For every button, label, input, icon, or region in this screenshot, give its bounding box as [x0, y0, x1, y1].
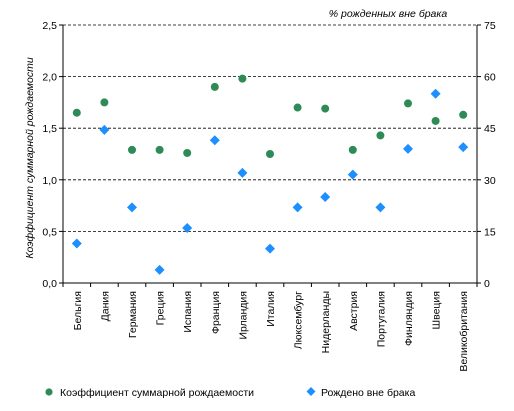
right-tick-label: 30 — [484, 175, 496, 187]
fertility-point — [100, 98, 109, 107]
category-label: Дания — [99, 291, 111, 321]
category-label: Австрия — [348, 291, 360, 331]
fertility-point — [293, 103, 302, 112]
out-of-wedlock-point — [182, 222, 193, 233]
legend-marker-fertility — [45, 388, 53, 396]
fertility-point — [210, 82, 219, 91]
legend-label-fertility: Коэффициент суммарной рождаемости — [60, 387, 254, 399]
category-labels: Бельгия Дания Германия Греция Испания Франция… — [62, 283, 478, 372]
out-of-wedlock-point — [292, 202, 303, 213]
left-axis-ticks: 0,0 0,5 1,0 1,5 2,0 2,5 — [42, 20, 63, 290]
right-tick-label: 75 — [484, 20, 496, 32]
category-label: Люксембург — [293, 291, 305, 349]
out-of-wedlock-point — [320, 192, 331, 202]
right-tick-label: 15 — [484, 226, 496, 238]
grid-lines — [63, 24, 477, 232]
fertility-point — [376, 131, 385, 140]
axes — [62, 25, 478, 284]
category-label: Швеция — [431, 291, 443, 330]
out-of-wedlock-point — [209, 135, 220, 146]
left-tick-label: 2,5 — [42, 20, 57, 32]
category-label: Финляндия — [403, 291, 415, 346]
right-tick-label: 0 — [484, 278, 490, 290]
out-of-wedlock-point — [403, 143, 413, 154]
right-tick-label: 45 — [484, 123, 496, 135]
fertility-point — [266, 150, 274, 158]
fertility-point — [348, 145, 357, 154]
out-of-wedlock-point — [375, 202, 386, 213]
left-tick-label: 2,0 — [42, 72, 57, 84]
fertility-point — [155, 145, 164, 154]
category-label: Германия — [127, 291, 139, 338]
out-of-wedlock-point — [265, 243, 275, 254]
category-label: Франция — [210, 291, 222, 334]
category-label: Бельгия — [72, 291, 84, 330]
legend: Коэффициент суммарной рождаемости Рожден… — [45, 387, 415, 399]
out-of-wedlock-point — [430, 88, 441, 99]
legend-marker-out-of-wedlock — [306, 387, 316, 396]
category-label: Испания — [182, 291, 194, 333]
y2-axis-title: % рожденных вне брака — [329, 8, 448, 20]
category-label: Нидерланды — [320, 291, 332, 353]
category-label: Португалия — [375, 291, 387, 347]
fertility-point — [404, 99, 412, 108]
out-of-wedlock-point — [458, 142, 469, 153]
legend-label-out-of-wedlock: Рождено вне брака — [321, 387, 415, 399]
legend-item-fertility: Коэффициент суммарной рождаемости — [45, 387, 254, 399]
fertility-point — [459, 110, 468, 119]
out-of-wedlock-point — [237, 167, 248, 178]
fertility-point — [321, 104, 330, 113]
category-label: Ирландия — [237, 291, 249, 339]
fertility-point — [431, 116, 440, 125]
category-label: Греция — [155, 291, 167, 325]
fertility-point — [72, 108, 81, 117]
y-axis-title: Коэффициент суммарной рождаемости — [24, 57, 36, 258]
left-tick-label: 0,5 — [42, 226, 57, 238]
right-axis-ticks: 0 15 30 45 60 75 — [477, 20, 496, 290]
out-of-wedlock-point — [71, 238, 82, 249]
category-label: Великобритания — [458, 291, 470, 372]
out-of-wedlock-point — [154, 264, 165, 275]
right-tick-label: 60 — [484, 72, 496, 84]
data-points — [71, 74, 469, 275]
fertility-point — [238, 74, 247, 83]
legend-item-out-of-wedlock: Рождено вне брака — [306, 387, 415, 399]
left-tick-label: 1,5 — [42, 123, 57, 135]
out-of-wedlock-point — [127, 202, 137, 213]
left-tick-label: 0,0 — [42, 278, 57, 290]
out-of-wedlock-point — [347, 169, 358, 180]
left-tick-label: 1,0 — [42, 175, 57, 187]
out-of-wedlock-point — [99, 124, 110, 135]
category-label: Италия — [265, 291, 277, 327]
fertility-point — [183, 148, 192, 157]
fertility-point — [128, 145, 136, 154]
